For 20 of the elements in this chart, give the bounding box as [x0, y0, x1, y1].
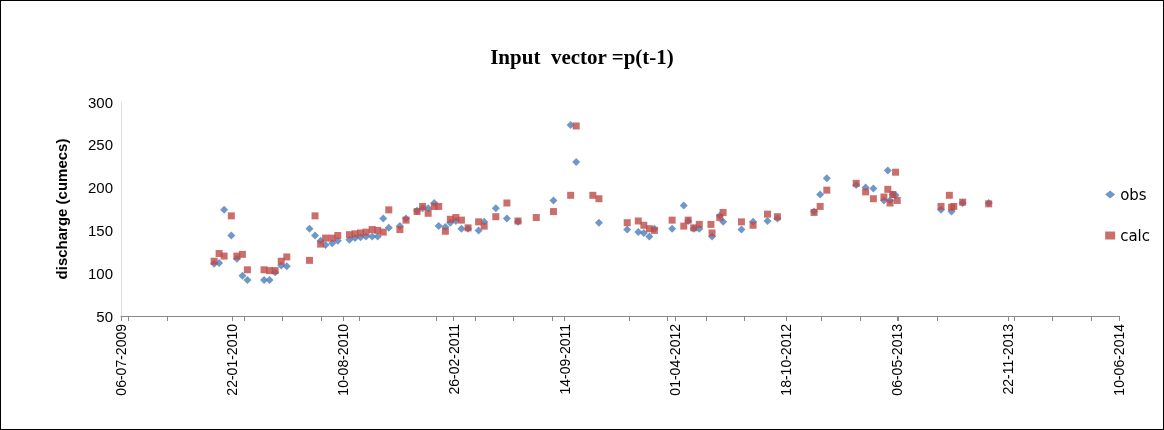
x-tick-label: 22-01-2010 — [223, 323, 240, 396]
chart-title: Input vector =p(t-1) — [490, 44, 674, 69]
legend-label: calc — [1120, 226, 1151, 245]
legend-label: obs — [1120, 185, 1147, 204]
x-tick-label: 22-11-2013 — [1000, 323, 1017, 395]
y-tick-label: 150 — [87, 221, 113, 239]
x-tick-label: 06-05-2013 — [889, 323, 906, 396]
x-tick-label: 14-09-2011 — [556, 323, 573, 395]
y-tick-label: 200 — [87, 179, 113, 197]
x-tick-label: 10-08-2010 — [334, 323, 351, 396]
y-tick-label: 250 — [87, 136, 113, 154]
x-tick-label: 10-06-2014 — [1111, 323, 1127, 396]
y-tick-label: 300 — [87, 93, 113, 111]
y-axis-title: discharge (cumecs) — [53, 138, 70, 280]
x-tick-label: 26-02-2011 — [445, 323, 462, 395]
y-tick-label: 100 — [87, 264, 113, 282]
y-tick-label: 50 — [96, 307, 113, 325]
x-tick-label: 01-04-2012 — [667, 323, 684, 396]
x-tick-label: 06-07-2009 — [113, 323, 129, 396]
x-tick-label: 18-10-2012 — [778, 323, 795, 396]
